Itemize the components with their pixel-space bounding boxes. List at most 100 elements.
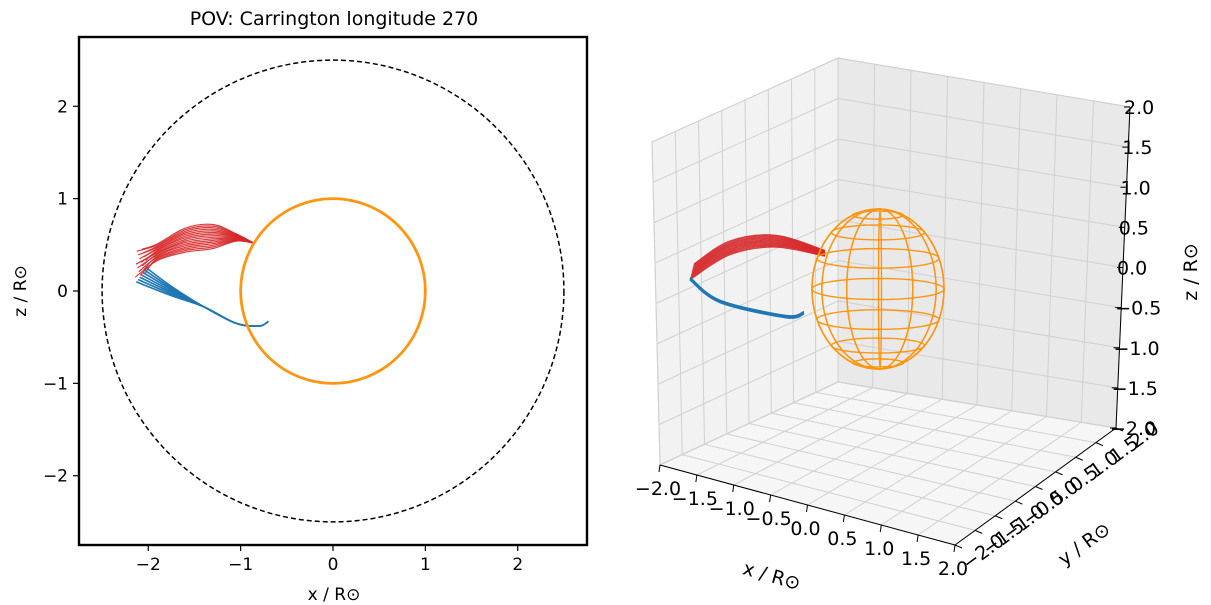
y3d-tick-mark xyxy=(995,515,1003,520)
x-tick-label: −1 xyxy=(228,555,253,575)
red-field-line-3d xyxy=(693,235,826,266)
x3d-tick-mark xyxy=(732,484,735,493)
grid-line xyxy=(837,219,1124,268)
blue-field-line xyxy=(136,281,269,328)
y3d-tick-mark xyxy=(974,529,983,534)
sphere-wireframe xyxy=(811,208,945,370)
field-lines-3d xyxy=(689,234,826,319)
z3d-tick-label: −1.5 xyxy=(1112,378,1158,400)
red-field-line xyxy=(141,223,254,250)
red-field-line-3d xyxy=(690,244,826,278)
grid-line xyxy=(1046,94,1058,417)
panel-2d: POV: Carrington longitude 270 −2 −1 0 1 2 −2… xyxy=(11,8,589,605)
z3d-axis-label: z / R⊙ xyxy=(1180,243,1202,301)
sun-circle xyxy=(239,197,427,385)
x3d-tick-label: 1.0 xyxy=(864,538,894,560)
grid-line xyxy=(837,57,1131,108)
x-tick-label: 1 xyxy=(420,555,431,575)
x-axis-label: x / R⊙ xyxy=(308,585,361,605)
x3d-tick-mark xyxy=(769,494,772,503)
grid-line xyxy=(767,89,772,414)
ticks-3d: −2.0−1.5−1.0−0.50.0 0.5 1.0 1.5 2.0−2.0−1.5−… xyxy=(635,97,1163,580)
grid-line xyxy=(814,68,817,393)
grid-line xyxy=(880,416,1047,526)
y3d-tick-mark xyxy=(1015,500,1023,505)
y-tick-label: 2 xyxy=(57,97,68,117)
y-tick-label: 0 xyxy=(57,282,68,302)
blue-field-line-3d xyxy=(689,278,805,319)
x-ticks: −2 −1 0 1 2 xyxy=(136,545,523,575)
grid-line xyxy=(651,57,839,143)
red-field-line-3d xyxy=(693,234,826,265)
x3d-tick-mark xyxy=(806,504,808,513)
x3d-tick-mark xyxy=(953,544,956,553)
grid-3d xyxy=(651,57,1131,546)
z3d-tick-label: 1.5 xyxy=(1122,137,1152,159)
x3d-tick-mark xyxy=(695,474,698,483)
x3d-tick-mark xyxy=(842,514,845,523)
x3d-tick-mark xyxy=(916,534,919,543)
grid-line xyxy=(771,412,1056,473)
red-field-line-3d xyxy=(691,242,826,275)
x3d-tick-label: 2.0 xyxy=(938,558,968,580)
red-field-line-3d xyxy=(691,240,826,272)
grid-line xyxy=(652,98,839,183)
grid-line xyxy=(748,423,1036,487)
grid-line xyxy=(837,138,1127,188)
y-tick-label: −1 xyxy=(43,374,68,394)
blue-field-line xyxy=(145,267,269,328)
z3d-tick-label: 0.0 xyxy=(1117,258,1147,280)
chart-title: POV: Carrington longitude 270 xyxy=(190,8,479,30)
z3d-tick-label: −0.5 xyxy=(1115,298,1161,320)
z3d-tick-label: 0.5 xyxy=(1119,217,1149,239)
y-ticks: −2 −1 0 1 2 xyxy=(43,97,79,487)
x3d-tick-label: 0.0 xyxy=(790,518,820,540)
x3d-tick-label: −0.5 xyxy=(746,508,792,530)
x3d-tick-label: −1.0 xyxy=(709,498,755,520)
grid-line xyxy=(837,179,1125,228)
red-field-line-3d xyxy=(692,239,826,271)
red-field-line-3d xyxy=(689,246,826,281)
y3d-tick-mark xyxy=(1075,456,1083,461)
source-surface-circle xyxy=(101,59,565,523)
z3d-tick-label: −1.0 xyxy=(1114,338,1160,360)
y3d-axis-label: y / R⊙ xyxy=(1054,518,1115,570)
x-tick-label: 0 xyxy=(328,555,339,575)
red-field-line-3d xyxy=(692,236,826,268)
x3d-tick-label: 0.5 xyxy=(827,528,857,550)
x3d-tick-label: −1.5 xyxy=(672,488,718,510)
x3d-tick-label: −2.0 xyxy=(635,478,681,500)
z3d-tick-label: −2.0 xyxy=(1110,418,1156,440)
grid-line xyxy=(917,421,1082,536)
y3d-tick-mark xyxy=(1035,486,1043,490)
y3d-tick-mark xyxy=(954,544,963,549)
y3d-tick-mark xyxy=(1115,427,1124,432)
x3d-tick-mark xyxy=(658,464,661,473)
grid-line xyxy=(655,219,839,304)
y-tick-label: −2 xyxy=(43,467,68,487)
z3d-tick-label: 1.0 xyxy=(1121,177,1151,199)
x-tick-label: −2 xyxy=(136,555,161,575)
circles-2d xyxy=(101,59,565,523)
x3d-axis-label: x / R⊙ xyxy=(740,558,803,595)
y-tick-label: 1 xyxy=(57,190,68,210)
x3d-tick-label: 1.5 xyxy=(901,548,931,570)
x-tick-label: 2 xyxy=(512,555,523,575)
grid-line xyxy=(1011,88,1021,411)
grid-line xyxy=(837,381,1117,429)
grid-line xyxy=(815,391,1096,444)
red-field-line-3d xyxy=(690,245,826,279)
grid-line xyxy=(793,402,1076,458)
plot-frame xyxy=(77,35,589,547)
grid-line xyxy=(653,138,839,224)
y3d-tick-mark xyxy=(1055,471,1063,476)
sphere-outline xyxy=(811,208,945,370)
panel-3d: −2.0−1.5−1.0−0.50.0 0.5 1.0 1.5 2.0−2.0−1.5−… xyxy=(635,57,1202,595)
red-field-line-3d xyxy=(691,241,826,274)
red-field-line-3d xyxy=(692,237,826,269)
y-axis-label: z / R⊙ xyxy=(11,265,31,317)
blue-field-line xyxy=(142,271,269,328)
y3d-tick-mark xyxy=(1095,442,1104,447)
grid-line xyxy=(654,179,839,264)
